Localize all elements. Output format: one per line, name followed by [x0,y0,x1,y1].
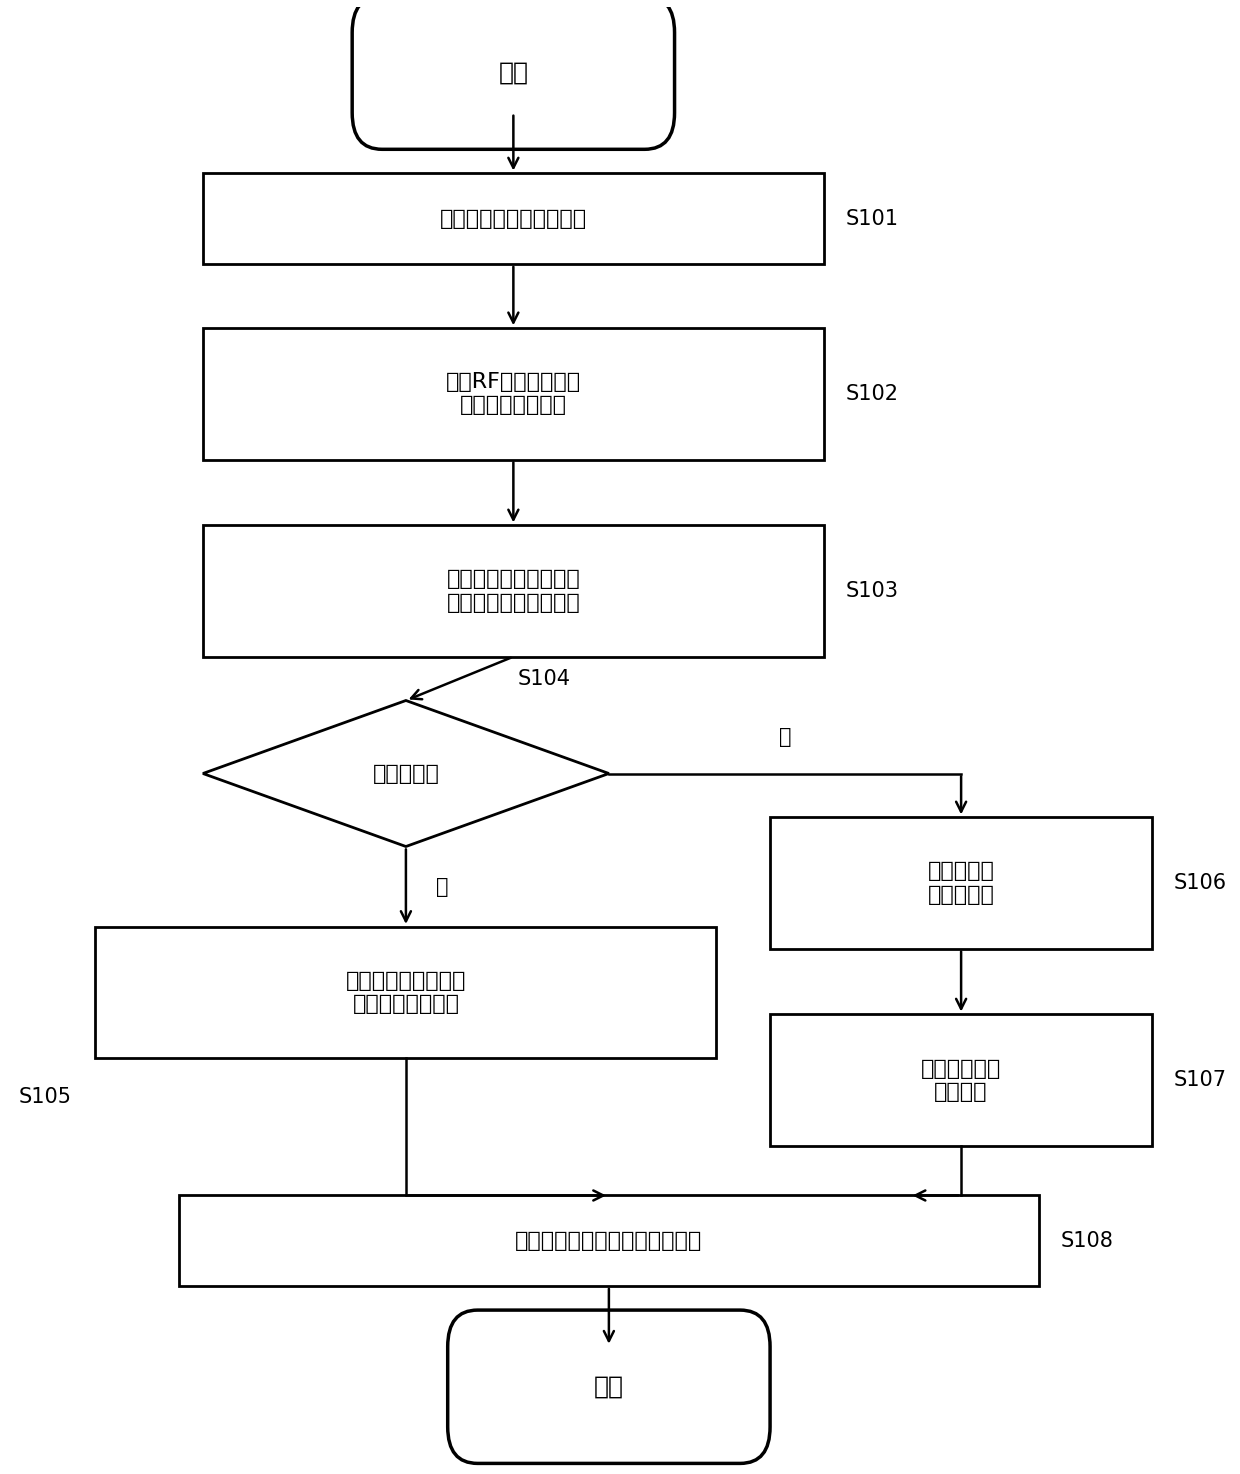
Polygon shape [203,700,609,846]
FancyBboxPatch shape [352,0,675,149]
Text: 将实测谐振频率与标准
燃料的谐振频率相比较: 将实测谐振频率与标准 燃料的谐振频率相比较 [446,569,580,613]
FancyBboxPatch shape [203,329,823,460]
FancyBboxPatch shape [179,1195,1039,1285]
FancyBboxPatch shape [770,817,1152,949]
Text: 使用RF传感器测量混
合燃料的谐振频率: 使用RF传感器测量混 合燃料的谐振频率 [446,373,580,416]
FancyBboxPatch shape [203,174,823,264]
FancyBboxPatch shape [95,927,717,1058]
Text: 调整催化剂的
脱硫时机: 调整催化剂的 脱硫时机 [921,1058,1001,1101]
FancyBboxPatch shape [448,1310,770,1464]
Text: S104: S104 [517,669,570,688]
Text: 是: 是 [435,877,448,896]
Text: 正常燃料？: 正常燃料？ [372,764,439,784]
Text: S103: S103 [846,581,898,601]
Text: 进行反映发动机燃烧控制的操作: 进行反映发动机燃烧控制的操作 [516,1231,703,1251]
FancyBboxPatch shape [770,1014,1152,1145]
Text: 否: 否 [779,727,791,747]
FancyBboxPatch shape [203,525,823,657]
Text: S105: S105 [19,1088,72,1107]
Text: 开始: 开始 [498,60,528,84]
Text: 将现有燃料与新燃料混合: 将现有燃料与新燃料混合 [440,209,587,228]
Text: 测量混合燃
料的硫含量: 测量混合燃 料的硫含量 [928,861,994,905]
Text: S101: S101 [846,209,898,228]
Text: S107: S107 [1173,1070,1226,1091]
Text: S108: S108 [1060,1231,1114,1251]
Text: 维持对应于标准燃料
的发动机燃烧模式: 维持对应于标准燃料 的发动机燃烧模式 [346,971,466,1014]
Text: 结束: 结束 [594,1375,624,1399]
Text: S102: S102 [846,383,898,404]
Text: S106: S106 [1173,873,1226,893]
